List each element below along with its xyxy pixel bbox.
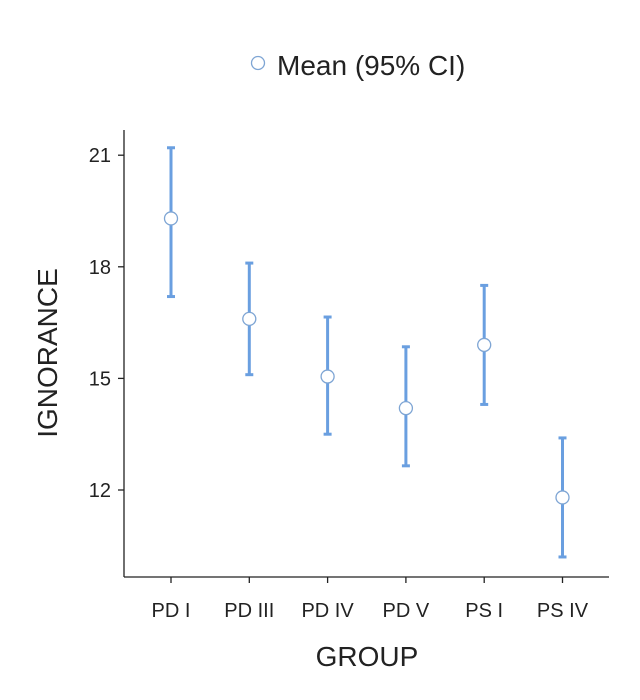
y-tick-label: 18: [89, 257, 111, 279]
x-tick-label: PS IV: [537, 600, 589, 622]
legend-marker: [250, 55, 266, 71]
x-tick-label: PD I: [152, 600, 191, 622]
y-ticks: 12 15 18 21: [89, 145, 124, 502]
mean-point: [477, 337, 492, 353]
mean-point: [163, 211, 179, 226]
mean-point: [398, 401, 414, 416]
axes: [123, 130, 609, 578]
x-tick-label: PS I: [465, 600, 503, 622]
legend: Mean (95% CI): [250, 50, 465, 81]
y-tick-label: 12: [89, 480, 111, 502]
x-tick-label: PD V: [383, 600, 430, 622]
legend-label: Mean (95% CI): [277, 50, 465, 81]
x-tick-label: PD IV: [301, 600, 354, 622]
error-bars: [167, 146, 567, 559]
x-ticks: PD I PD III PD IV PD V PS I PS IV: [152, 577, 589, 622]
mean-point: [320, 369, 335, 384]
mean-points: [163, 211, 570, 505]
mean-point: [555, 490, 570, 505]
y-tick-label: 21: [89, 145, 111, 167]
x-tick-label: PD III: [224, 600, 274, 622]
mean-point: [242, 311, 257, 327]
y-axis-title: IGNORANCE: [32, 268, 63, 438]
x-axis-title: GROUP: [316, 641, 419, 672]
y-tick-label: 15: [89, 368, 111, 390]
